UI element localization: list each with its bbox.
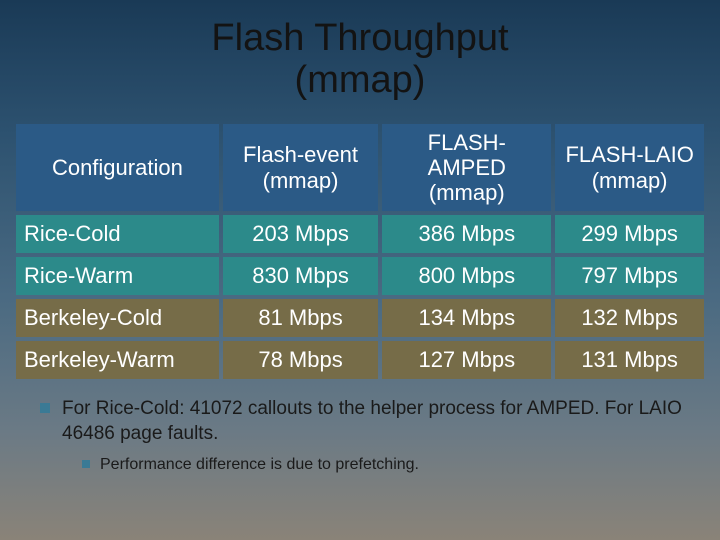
bullet-square-icon [40, 403, 50, 413]
cell-value: 131 Mbps [555, 341, 704, 379]
table-row: Rice-Warm830 Mbps800 Mbps797 Mbps [16, 257, 704, 295]
col-header-config: Configuration [16, 124, 219, 212]
row-label: Rice-Warm [16, 257, 219, 295]
bullet-level-1: For Rice-Cold: 41072 callouts to the hel… [40, 397, 692, 446]
col-header-sub: (mmap) [429, 180, 505, 205]
cell-value: 81 Mbps [223, 299, 378, 337]
slide-title: Flash Throughput (mmap) [12, 18, 708, 102]
cell-value: 299 Mbps [555, 215, 704, 253]
col-header-sub: (mmap) [263, 168, 339, 193]
cell-value: 132 Mbps [555, 299, 704, 337]
col-header-text: Configuration [52, 155, 183, 180]
bullet-text-2: Performance difference is due to prefetc… [100, 455, 419, 476]
slide: Flash Throughput (mmap) Configuration Fl… [0, 0, 720, 540]
col-header-flash-laio: FLASH-LAIO (mmap) [555, 124, 704, 212]
bullet-square-icon [82, 460, 90, 468]
row-label: Rice-Cold [16, 215, 219, 253]
row-label: Berkeley-Cold [16, 299, 219, 337]
table-header-row: Configuration Flash-event (mmap) FLASH-A… [16, 124, 704, 212]
cell-value: 78 Mbps [223, 341, 378, 379]
table-body: Rice-Cold203 Mbps386 Mbps299 Mbps Rice-Wa… [16, 215, 704, 379]
bullet-list: For Rice-Cold: 41072 callouts to the hel… [12, 397, 708, 475]
col-header-text: Flash-event [243, 142, 358, 167]
table-row: Berkeley-Cold81 Mbps134 Mbps132 Mbps [16, 299, 704, 337]
cell-value: 134 Mbps [382, 299, 551, 337]
bullet-level-2: Performance difference is due to prefetc… [82, 455, 692, 476]
bullet-text-1: For Rice-Cold: 41072 callouts to the hel… [62, 397, 692, 446]
col-header-text: FLASH-AMPED [428, 130, 506, 180]
cell-value: 797 Mbps [555, 257, 704, 295]
title-line-1: Flash Throughput [211, 17, 508, 59]
col-header-flash-amped: FLASH-AMPED (mmap) [382, 124, 551, 212]
table-row: Rice-Cold203 Mbps386 Mbps299 Mbps [16, 215, 704, 253]
col-header-text: FLASH-LAIO [565, 142, 693, 167]
title-line-2: (mmap) [295, 59, 426, 101]
cell-value: 830 Mbps [223, 257, 378, 295]
cell-value: 203 Mbps [223, 215, 378, 253]
throughput-table: Configuration Flash-event (mmap) FLASH-A… [12, 120, 708, 384]
cell-value: 800 Mbps [382, 257, 551, 295]
cell-value: 127 Mbps [382, 341, 551, 379]
col-header-flash-event: Flash-event (mmap) [223, 124, 378, 212]
row-label: Berkeley-Warm [16, 341, 219, 379]
table-row: Berkeley-Warm78 Mbps127 Mbps131 Mbps [16, 341, 704, 379]
cell-value: 386 Mbps [382, 215, 551, 253]
col-header-sub: (mmap) [592, 168, 668, 193]
